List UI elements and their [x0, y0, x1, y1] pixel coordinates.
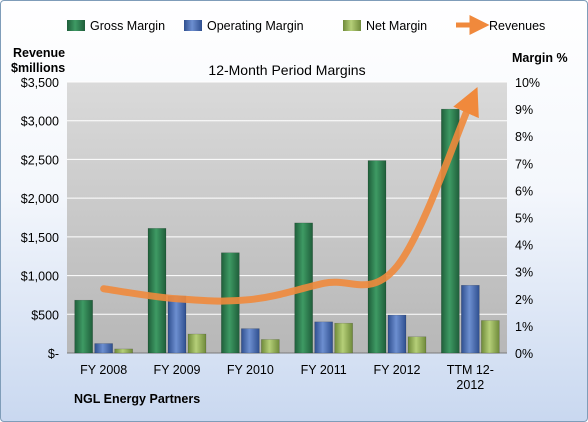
legend-item-net-margin: Net Margin [343, 19, 427, 33]
company-name: NGL Energy Partners [74, 392, 200, 406]
bar-net-margin [261, 339, 280, 354]
bar-net-margin [187, 333, 207, 354]
legend-swatch-gross-margin [67, 20, 85, 31]
legend-swatch-operating-margin [184, 20, 202, 31]
bar-net-margin [481, 320, 500, 354]
legend-item-revenues: Revenues [456, 15, 545, 35]
bar-net-margin [114, 348, 133, 354]
revenue-line [100, 86, 479, 305]
left-tick-label: $2,500 [21, 153, 59, 167]
category-label: FY 2010 [227, 363, 274, 377]
legend-label-net-margin: Net Margin [366, 19, 427, 33]
category-label: 2012 [456, 378, 484, 392]
right-tick-label: 1% [515, 320, 533, 334]
bar-operating-margin [167, 295, 187, 354]
bar-net-margin [334, 322, 353, 354]
left-tick-label: $1,000 [21, 270, 59, 284]
category-label: FY 2011 [301, 363, 347, 377]
bar-gross-margin [147, 228, 167, 354]
category-label: TTM 12- [447, 363, 494, 377]
legend-label-operating-margin: Operating Margin [207, 19, 304, 33]
bar-gross-margin [367, 160, 387, 354]
left-tick-label: $- [48, 347, 59, 361]
gridlines [67, 81, 507, 354]
chart-title: 12-Month Period Margins [208, 62, 365, 78]
y-right-axis-title: Margin % [512, 51, 568, 65]
right-axis-ticks: 0% 1% 2% 3% 4% 5% 6% 7% 8% 9% 10% [515, 76, 540, 361]
bar-operating-margin [461, 285, 480, 354]
bar-operating-margin [387, 314, 407, 354]
category-label: FY 2008 [80, 363, 127, 377]
y-left-axis-title-line1: Revenue [13, 46, 65, 60]
bar-net-margin [407, 336, 427, 354]
plot-area [67, 82, 507, 353]
revenue-line-layer [100, 86, 479, 305]
legend-label-revenues: Revenues [489, 19, 545, 33]
left-tick-label: $3,000 [21, 115, 59, 129]
right-tick-label: 9% [515, 103, 533, 117]
right-tick-label: 6% [515, 184, 533, 198]
right-tick-label: 0% [515, 347, 533, 361]
legend-label-gross-margin: Gross Margin [90, 19, 165, 33]
left-tick-label: $3,500 [21, 76, 59, 90]
left-tick-label: $2,000 [21, 192, 59, 206]
left-axis-ticks: $- $500 $1,000 $1,500 $2,000 $2,500 $3,000 $3,5… [21, 76, 59, 361]
right-tick-label: 2% [515, 293, 533, 307]
left-tick-label: $500 [31, 308, 59, 322]
category-label: FY 2012 [373, 363, 420, 377]
bar-operating-margin [314, 321, 333, 354]
bar-operating-margin [241, 328, 260, 354]
right-tick-label: 10% [515, 76, 540, 90]
legend-item-gross-margin: Gross Margin [67, 19, 165, 33]
left-tick-label: $1,500 [21, 231, 59, 245]
category-labels: FY 2008 FY 2009 FY 2010 FY 2011 FY 2012 TTM 1… [80, 363, 494, 392]
bar-operating-margin [94, 343, 113, 354]
legend-swatch-net-margin [343, 20, 361, 31]
y-left-axis-title-line2: $millions [11, 61, 65, 75]
right-tick-label: 4% [515, 239, 533, 253]
right-tick-label: 5% [515, 212, 533, 226]
legend-item-operating-margin: Operating Margin [184, 19, 304, 33]
legend: Gross Margin Operating Margin Net Margin… [67, 15, 545, 35]
right-tick-label: 8% [515, 130, 533, 144]
bar-gross-margin [74, 299, 93, 354]
right-tick-label: 3% [515, 266, 533, 280]
category-label: FY 2009 [153, 363, 200, 377]
right-tick-label: 7% [515, 157, 533, 171]
